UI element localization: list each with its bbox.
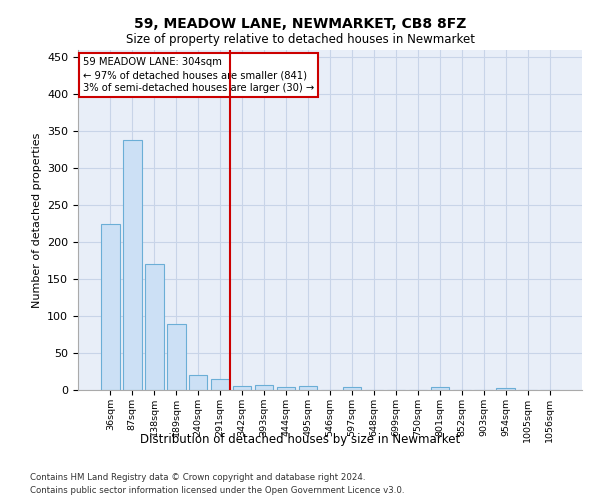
- Bar: [167, 324, 185, 390]
- Bar: [277, 387, 295, 390]
- Bar: [233, 386, 251, 390]
- Text: Size of property relative to detached houses in Newmarket: Size of property relative to detached ho…: [125, 32, 475, 46]
- Bar: [211, 379, 229, 390]
- Bar: [496, 388, 515, 390]
- Text: 59 MEADOW LANE: 304sqm
← 97% of detached houses are smaller (841)
3% of semi-det: 59 MEADOW LANE: 304sqm ← 97% of detached…: [83, 57, 314, 93]
- Bar: [255, 385, 274, 390]
- Bar: [343, 387, 361, 390]
- Y-axis label: Number of detached properties: Number of detached properties: [32, 132, 41, 308]
- Bar: [431, 387, 449, 390]
- Bar: [101, 224, 119, 390]
- Text: 59, MEADOW LANE, NEWMARKET, CB8 8FZ: 59, MEADOW LANE, NEWMARKET, CB8 8FZ: [134, 18, 466, 32]
- Bar: [145, 264, 164, 390]
- Bar: [189, 375, 208, 390]
- Text: Distribution of detached houses by size in Newmarket: Distribution of detached houses by size …: [140, 432, 460, 446]
- Text: Contains public sector information licensed under the Open Government Licence v3: Contains public sector information licen…: [30, 486, 404, 495]
- Bar: [123, 140, 142, 390]
- Bar: [299, 386, 317, 390]
- Text: Contains HM Land Registry data © Crown copyright and database right 2024.: Contains HM Land Registry data © Crown c…: [30, 472, 365, 482]
